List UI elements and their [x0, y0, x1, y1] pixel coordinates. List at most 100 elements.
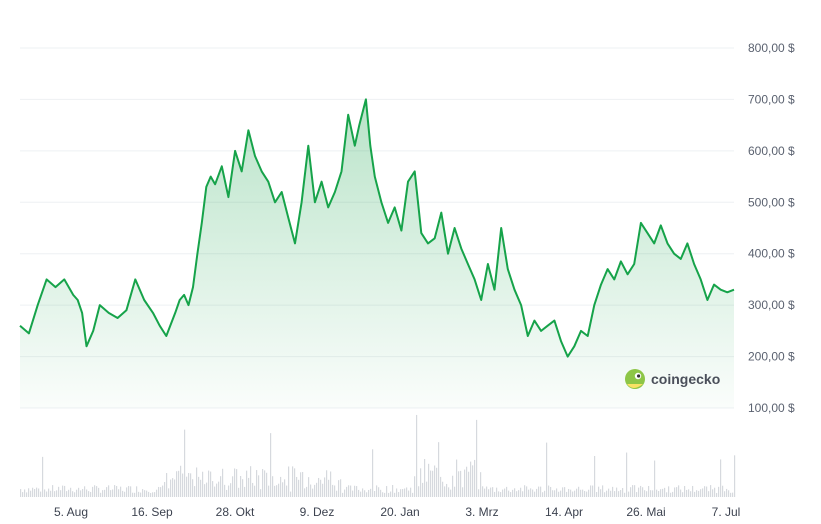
- volume-bar: [240, 476, 242, 497]
- x-tick-label: 16. Sep: [131, 505, 173, 519]
- y-tick-label: 600,00 $: [748, 144, 795, 158]
- volume-bar: [280, 476, 282, 497]
- volume-bar: [130, 486, 132, 497]
- volume-bar: [544, 490, 546, 497]
- volume-bar: [620, 490, 622, 497]
- volume-bar: [514, 488, 516, 497]
- volume-bar: [30, 490, 32, 497]
- volume-bar: [48, 488, 50, 497]
- volume-bar: [232, 476, 234, 497]
- volume-bar: [378, 487, 380, 497]
- volume-bar: [320, 479, 322, 497]
- volume-bar: [636, 492, 638, 497]
- volume-bar: [688, 489, 690, 497]
- volume-bar: [434, 465, 436, 497]
- x-axis-ticks: 5. Aug 16. Sep 28. Okt 9. Dez 20. Jan 3. Mrz 1…: [54, 505, 740, 519]
- volume-bar: [284, 479, 286, 497]
- volume-bar: [168, 488, 170, 497]
- volume-bar: [236, 469, 238, 497]
- x-tick-label: 14. Apr: [545, 505, 583, 519]
- volume-bar: [324, 477, 326, 497]
- volume-bar: [230, 483, 232, 497]
- volume-bar: [584, 490, 586, 497]
- volume-bar: [588, 489, 590, 497]
- volume-bar: [64, 485, 66, 497]
- volume-bar: [478, 489, 480, 497]
- volume-bar: [144, 490, 146, 497]
- volume-bar: [418, 486, 420, 497]
- volume-bar: [570, 489, 572, 497]
- volume-bar: [342, 492, 344, 497]
- volume-bar: [586, 491, 588, 497]
- volume-bar: [464, 469, 466, 497]
- volume-bar: [592, 485, 594, 497]
- volume-bar: [218, 481, 220, 497]
- volume-bar: [668, 486, 670, 497]
- volume-bar: [228, 485, 230, 497]
- volume-bar: [38, 488, 40, 497]
- price-line: [19, 98, 735, 358]
- volume-bar: [178, 470, 180, 497]
- volume-bar: [716, 492, 718, 497]
- volume-bar: [74, 492, 76, 497]
- volume-bar: [374, 491, 376, 497]
- y-tick-label: 500,00 $: [748, 195, 795, 209]
- volume-bar: [248, 477, 250, 497]
- volume-bar: [20, 489, 22, 497]
- volume-bar: [108, 485, 110, 497]
- volume-bar: [538, 486, 540, 497]
- volume-bar: [406, 487, 408, 497]
- volume-bar: [346, 486, 348, 497]
- volume-bar: [420, 468, 422, 497]
- volume-bar: [724, 491, 726, 497]
- volume-bar: [150, 492, 152, 497]
- volume-bar: [622, 488, 624, 497]
- volume-bar: [222, 468, 224, 497]
- volume-bar: [344, 489, 346, 497]
- volume-bar: [726, 488, 728, 497]
- volume-bar: [358, 489, 360, 497]
- volume-bar: [44, 489, 46, 497]
- y-tick-label: 400,00 $: [748, 247, 795, 261]
- volume-bar: [282, 482, 284, 497]
- volume-bar: [442, 481, 444, 497]
- volume-bar: [310, 484, 312, 497]
- volume-bar: [242, 479, 244, 497]
- x-tick-label: 7. Jul: [712, 505, 741, 519]
- volume-bar: [556, 488, 558, 497]
- volume-bar: [710, 485, 712, 497]
- volume-bar: [214, 486, 216, 497]
- volume-bar: [268, 485, 270, 497]
- volume-bar: [292, 466, 294, 497]
- x-tick-label: 20. Jan: [380, 505, 419, 519]
- volume-bar: [734, 455, 736, 497]
- volume-bar: [42, 456, 44, 497]
- volume-bar: [704, 486, 706, 497]
- volume-bar: [662, 488, 664, 497]
- volume-bar: [474, 459, 476, 497]
- volume-bar: [510, 492, 512, 497]
- volume-bar: [628, 491, 630, 497]
- volume-bar: [186, 476, 188, 497]
- volume-bar: [424, 459, 426, 497]
- volume-bar: [24, 489, 26, 497]
- volume-bar: [472, 465, 474, 497]
- volume-bar: [630, 487, 632, 497]
- volume-bar: [640, 485, 642, 497]
- volume-bar: [448, 487, 450, 497]
- volume-bar: [566, 491, 568, 497]
- volume-bar: [612, 486, 614, 497]
- volume-bar: [456, 459, 458, 497]
- volume-bar: [536, 488, 538, 497]
- volume-bar: [414, 476, 416, 497]
- coingecko-watermark: coingecko: [625, 369, 720, 389]
- volume-bar: [126, 487, 128, 497]
- volume-bar: [408, 490, 410, 497]
- volume-bar: [402, 489, 404, 497]
- volume-bar: [58, 486, 60, 497]
- volume-bar: [558, 491, 560, 497]
- volume-bar: [534, 491, 536, 497]
- volume-bar: [50, 490, 52, 497]
- volume-bar: [600, 489, 602, 497]
- volume-bar: [56, 490, 58, 497]
